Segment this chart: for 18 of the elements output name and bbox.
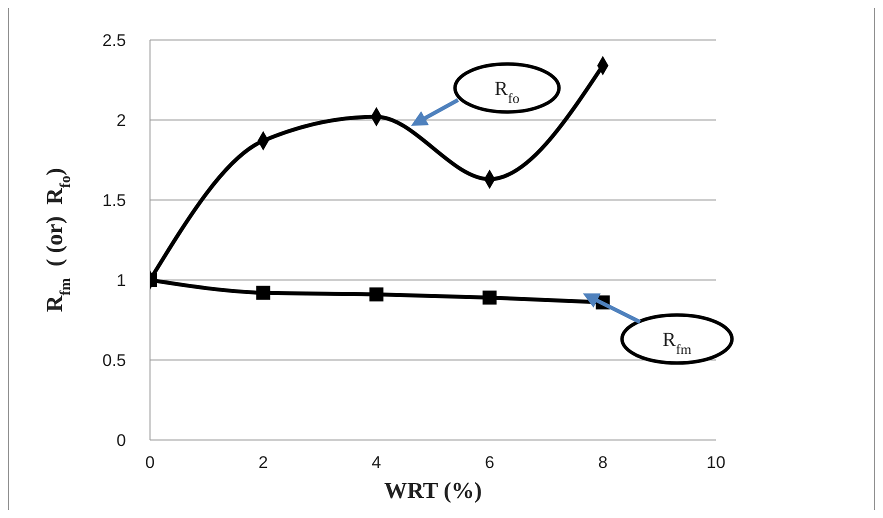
point	[369, 287, 384, 302]
x-tick-label: 4	[372, 453, 382, 472]
y-tick-label: 1	[116, 271, 126, 290]
y-tick-label: 2.5	[102, 31, 126, 50]
x-tick-label: 0	[145, 453, 155, 472]
text: R$_{fm}$	[662, 329, 692, 358]
x-tick-label: 6	[484, 453, 494, 472]
x-tick-label: 2	[258, 453, 268, 472]
text: R$_{fo}$	[494, 78, 520, 106]
y-tick-label: 0	[116, 431, 126, 450]
x-tick-label: 8	[598, 453, 608, 472]
x-tick-label: 10	[706, 453, 726, 472]
y-tick-label: 0.5	[102, 351, 126, 370]
y-tick-label: 2	[116, 111, 126, 130]
y-tick-label: 1.5	[102, 191, 126, 210]
point	[256, 286, 270, 300]
x-axis-title: WRT (%)	[384, 478, 482, 503]
point	[482, 290, 497, 305]
